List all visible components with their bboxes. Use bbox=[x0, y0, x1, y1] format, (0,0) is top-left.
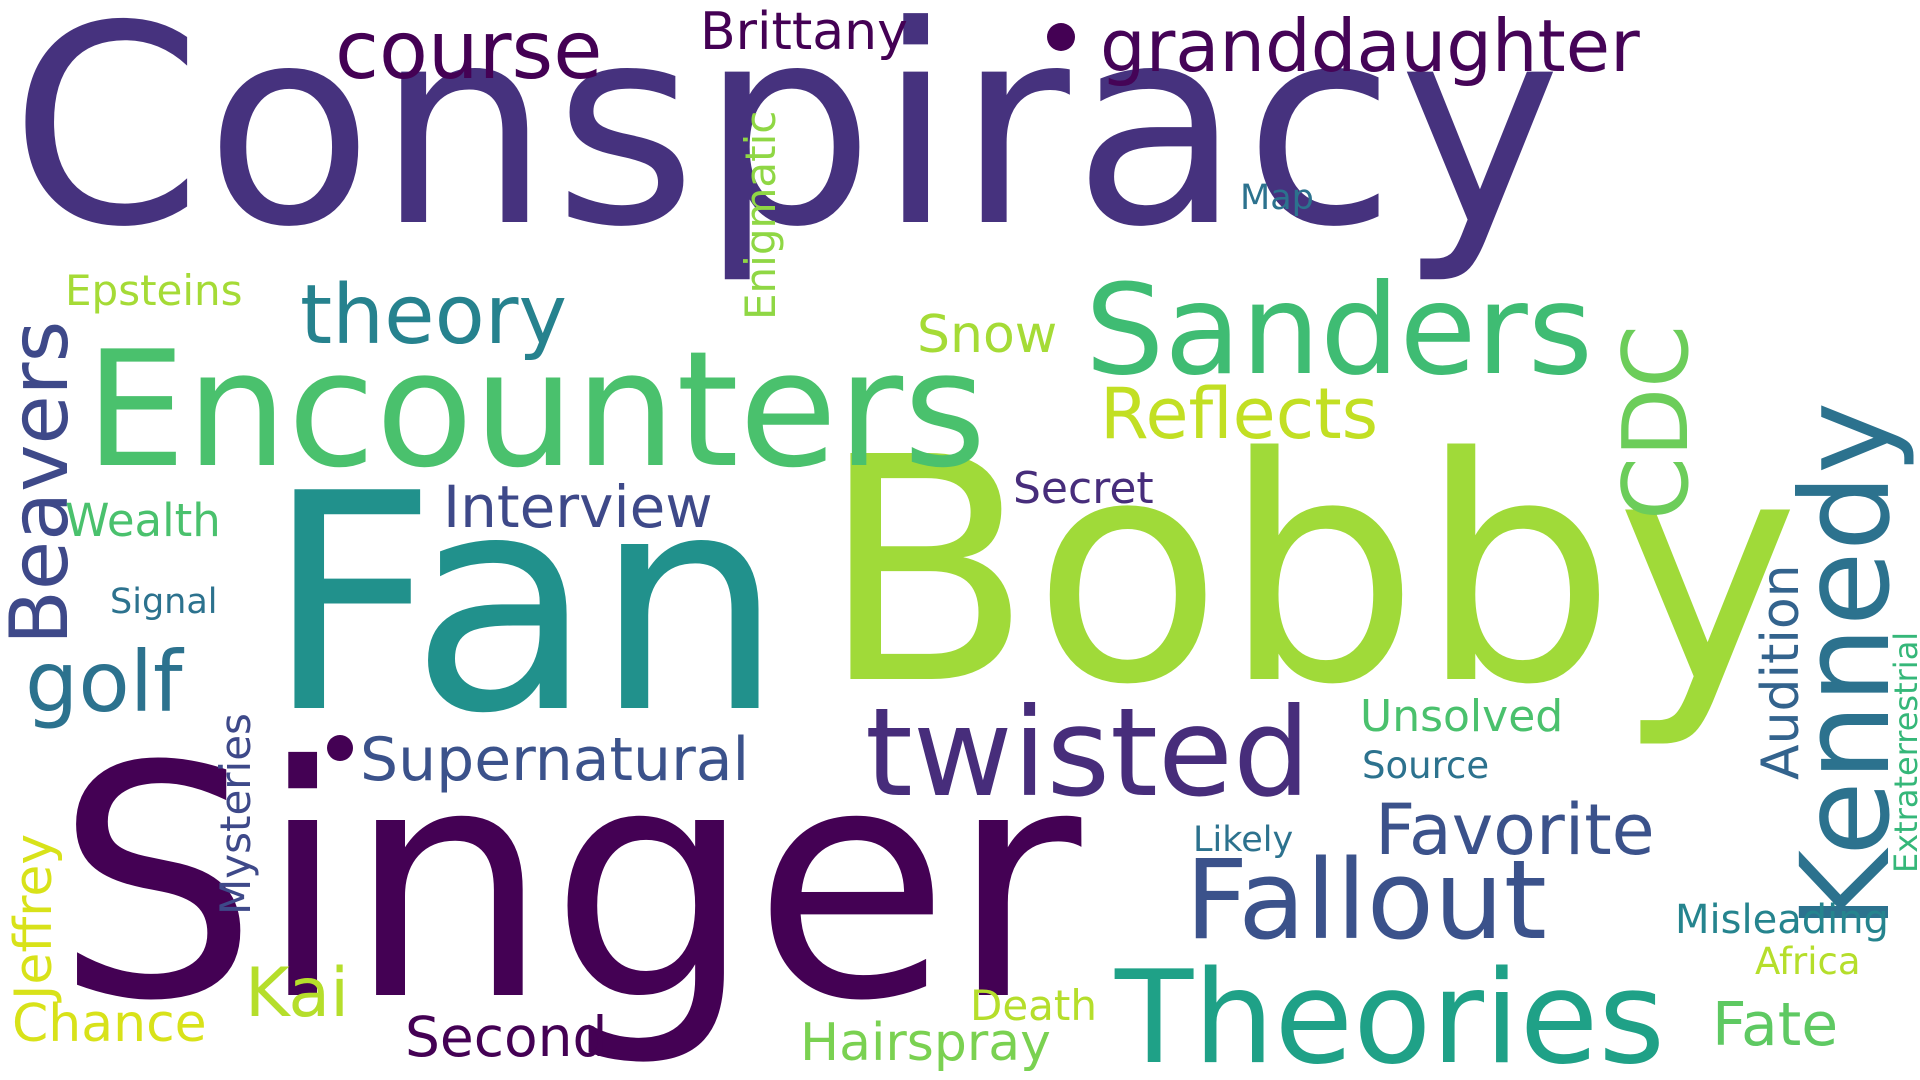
word-likely: Likely bbox=[1193, 820, 1294, 860]
word-favorite: Favorite bbox=[1375, 789, 1655, 871]
word-fallout: Fallout bbox=[1185, 836, 1547, 964]
word-course: course bbox=[335, 4, 603, 97]
word-sanders: Sanders bbox=[1085, 258, 1593, 403]
word-granddaughter: granddaughter bbox=[1100, 4, 1640, 88]
word-epsteins: Epsteins bbox=[65, 266, 243, 315]
word-jeffrey: Jeffrey bbox=[4, 833, 64, 1000]
word-twisted: twisted bbox=[865, 682, 1311, 824]
word-map: Map bbox=[1240, 178, 1314, 218]
word-source: Source bbox=[1362, 744, 1490, 787]
bullet-dot-middle bbox=[327, 735, 353, 761]
word-kai: Kai bbox=[245, 954, 349, 1033]
word-wealth: Wealth bbox=[65, 494, 221, 547]
word-supernatural: Supernatural bbox=[360, 725, 750, 795]
word-fan: Fan bbox=[265, 430, 784, 779]
word-singer: Singer bbox=[55, 699, 1082, 1071]
word-death: Death bbox=[970, 981, 1098, 1030]
word-secret: Secret bbox=[1013, 463, 1154, 514]
word-cdc: CDC bbox=[1604, 325, 1709, 520]
word-hairspray: Hairspray bbox=[800, 1013, 1051, 1073]
word-audition: Audition bbox=[1751, 564, 1811, 780]
word-beavers: Beavers bbox=[0, 320, 86, 645]
word-second: Second bbox=[405, 1005, 608, 1069]
word-conspiracy: Conspiracy bbox=[10, 0, 1565, 287]
word-unsolved: Unsolved bbox=[1360, 691, 1564, 742]
word-signal: Signal bbox=[110, 582, 218, 622]
word-theories: Theories bbox=[1115, 944, 1665, 1080]
word-brittany: Brittany bbox=[700, 2, 908, 62]
word-golf: golf bbox=[25, 633, 183, 731]
word-chance: Chance bbox=[12, 994, 207, 1054]
word-fate: Fate bbox=[1712, 990, 1839, 1060]
bullet-dot-top bbox=[1047, 23, 1075, 51]
word-extraterrestrial: Extraterrestrial bbox=[1887, 631, 1920, 873]
word-enigmatic: Enigmatic bbox=[736, 110, 785, 320]
word-misleading: Misleading bbox=[1675, 897, 1889, 943]
word-reflects: Reflects bbox=[1100, 373, 1379, 455]
word-africa: Africa bbox=[1755, 940, 1861, 983]
word-theory: theory bbox=[300, 268, 567, 363]
word-mysteries: Mysteries bbox=[211, 713, 260, 915]
word-interview: Interview bbox=[443, 473, 713, 541]
word-snow: Snow bbox=[917, 305, 1058, 365]
word-bobby: Bobby bbox=[820, 392, 1800, 753]
word-encounters: Encounters bbox=[85, 316, 987, 503]
